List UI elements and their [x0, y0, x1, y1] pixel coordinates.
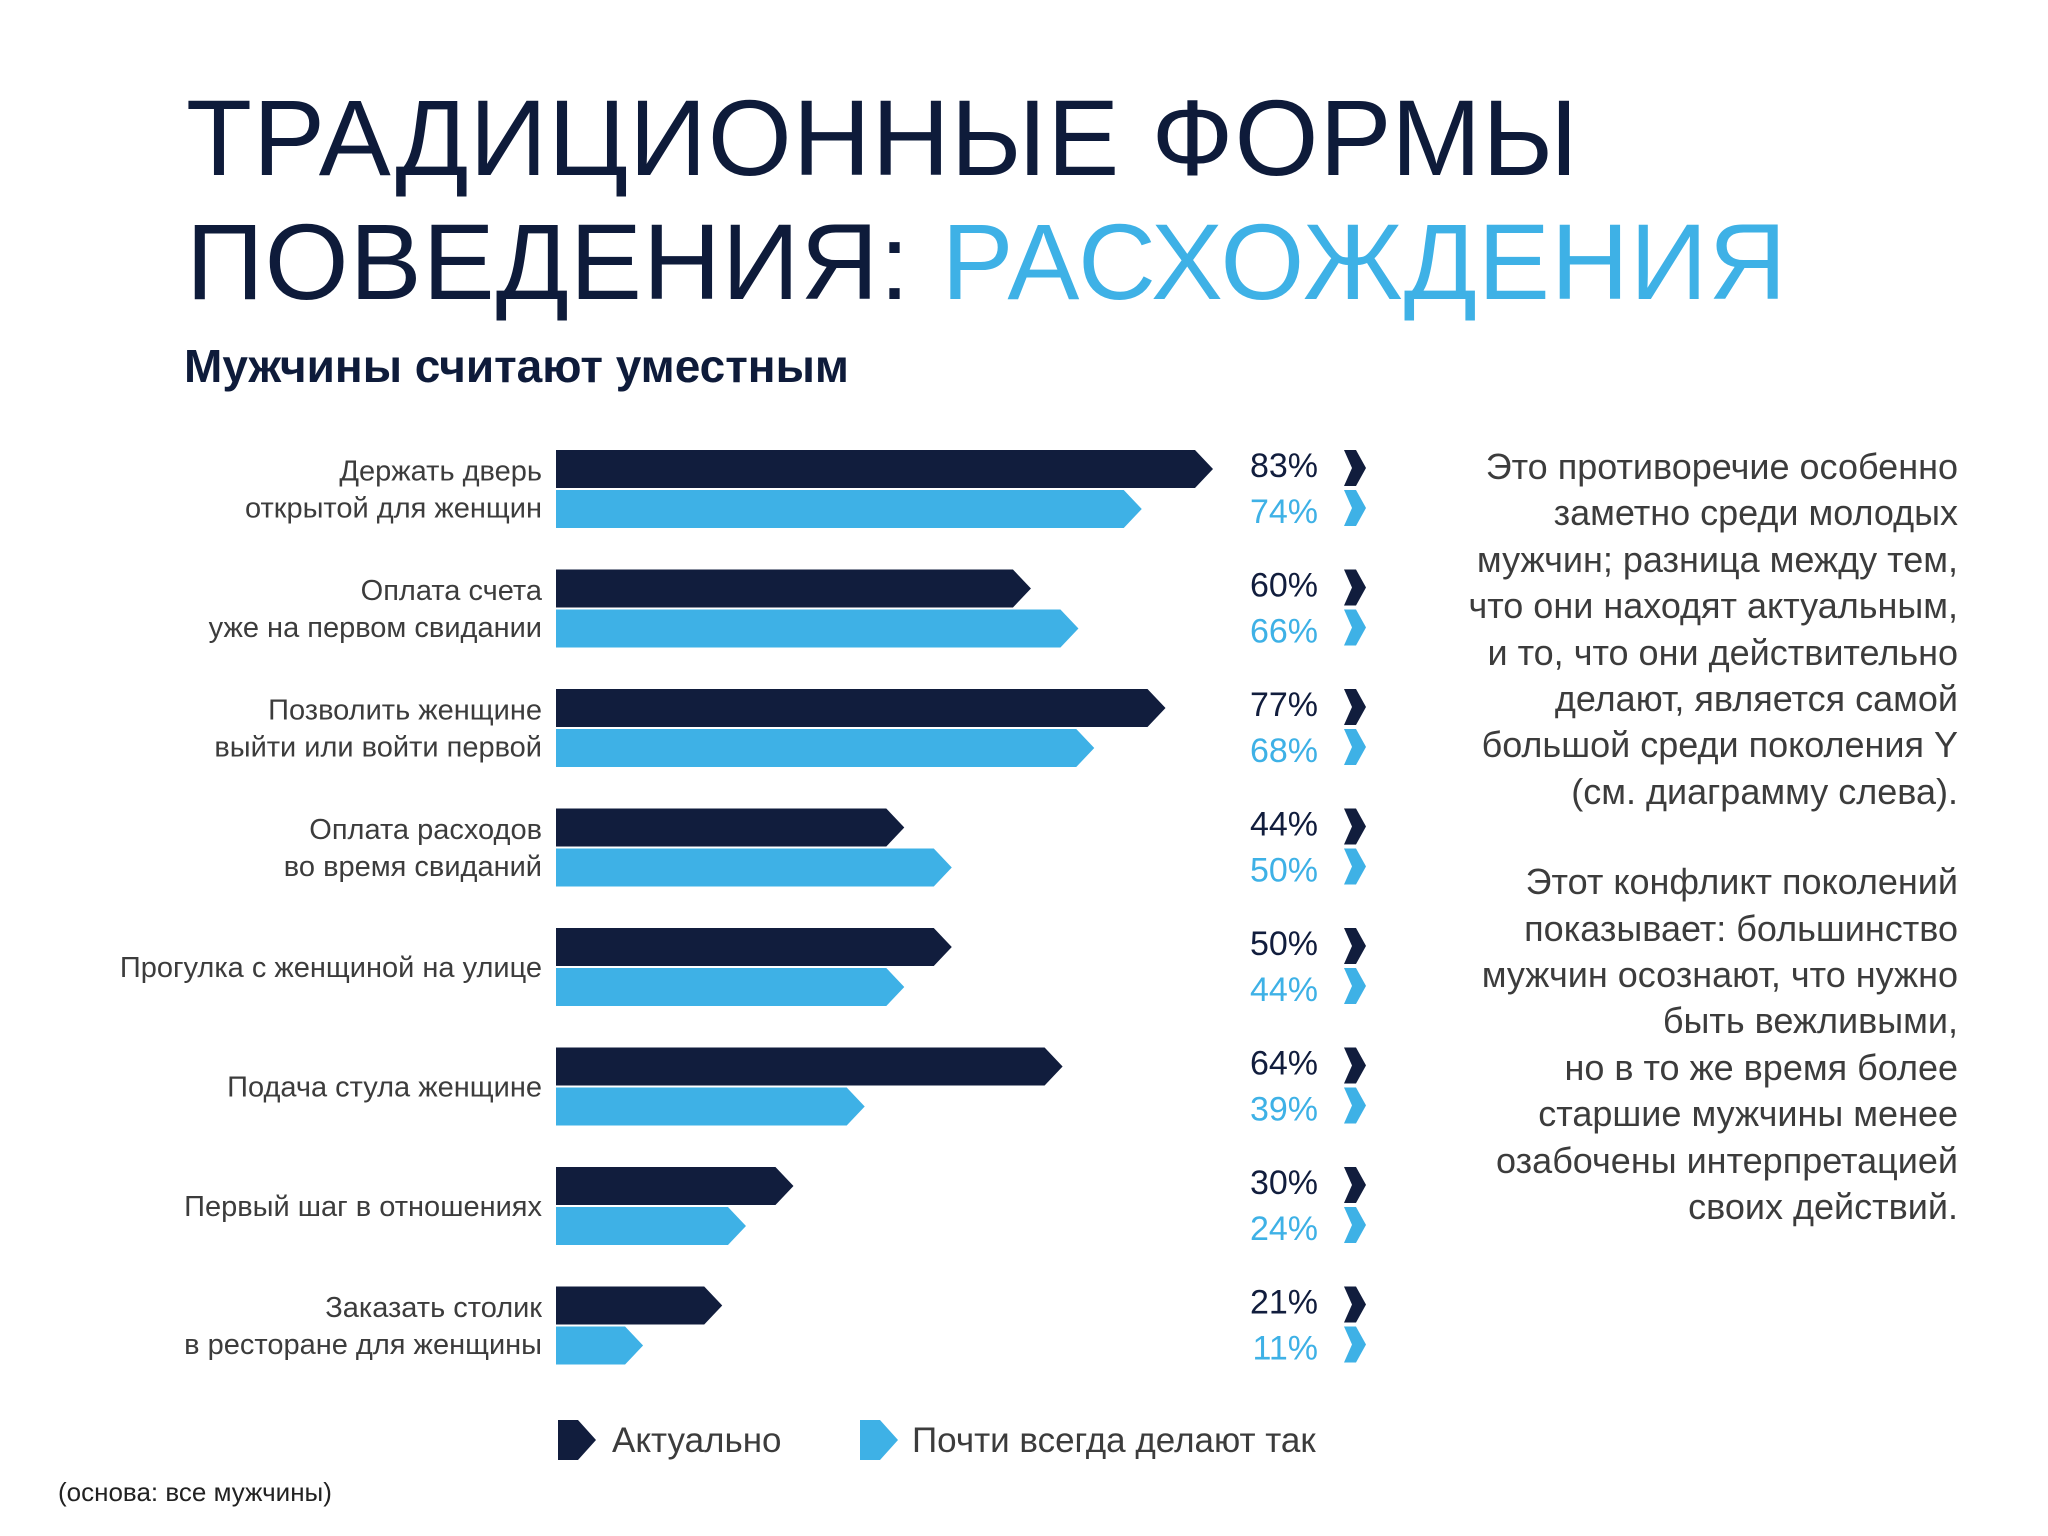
chevron-actual-2: [1344, 689, 1366, 725]
legend-label-do: Почти всегда делают так: [912, 1421, 1316, 1460]
value-label-actual-6: 30%: [1250, 1164, 1318, 1202]
value-label-actual-0: 83%: [1250, 447, 1318, 485]
value-label-actual-5: 64%: [1250, 1045, 1318, 1083]
title-line-1: ТРАДИЦИОННЫЕ ФОРМЫ: [186, 77, 1579, 198]
chevron-do-5: [1344, 1087, 1366, 1124]
value-label-do-3: 50%: [1250, 852, 1318, 890]
chevron-actual-4: [1344, 928, 1366, 964]
value-label-actual-3: 44%: [1250, 806, 1318, 844]
value-label-actual-4: 50%: [1250, 925, 1318, 963]
category-label-1-0: Оплата счета: [361, 575, 543, 607]
bar-do-7: [556, 1326, 644, 1365]
legend-label-actual: Актуально: [612, 1421, 782, 1460]
bar-actual-3: [556, 808, 905, 847]
bar-do-4: [556, 968, 905, 1006]
value-label-do-0: 74%: [1250, 493, 1318, 531]
bar-do-6: [556, 1207, 746, 1245]
chevron-actual-7: [1344, 1286, 1366, 1323]
side-paragraph-2: Этот конфликт поколений показывает: боль…: [1481, 861, 1958, 1228]
legend-marker-actual: [558, 1420, 596, 1460]
category-label-0-0: Держать дверь: [339, 456, 542, 488]
chevron-do-1: [1344, 609, 1366, 646]
chevron-actual-3: [1344, 808, 1366, 845]
title-line-2-accent: РАСХОЖДЕНИЯ: [941, 201, 1788, 322]
chevron-do-2: [1344, 729, 1366, 765]
chevron-actual-6: [1344, 1167, 1366, 1203]
bar-do-3: [556, 848, 952, 887]
category-label-3-1: во время свиданий: [284, 851, 542, 883]
category-label-0-1: открытой для женщин: [245, 493, 542, 525]
bar-do-0: [556, 490, 1142, 528]
value-label-do-6: 24%: [1250, 1210, 1318, 1248]
bar-actual-0: [556, 450, 1213, 488]
bar-actual-1: [556, 569, 1031, 608]
category-label-2-1: выйти или войти первой: [214, 732, 542, 764]
value-label-actual-1: 60%: [1250, 567, 1318, 605]
value-label-do-7: 11%: [1252, 1330, 1318, 1368]
side-paragraph-1: Это противоречие особенно заметно среди …: [1468, 446, 1958, 812]
chevron-do-4: [1344, 968, 1366, 1004]
chevron-do-6: [1344, 1207, 1366, 1243]
bar-do-5: [556, 1087, 865, 1126]
chart-subtitle: Мужчины считают уместным: [184, 340, 849, 392]
value-label-do-4: 44%: [1250, 971, 1318, 1009]
side-commentary: Это противоречие особенно заметно среди …: [1360, 444, 1958, 1275]
value-label-do-2: 68%: [1250, 732, 1318, 770]
category-label-7-1: в ресторане для женщины: [184, 1329, 542, 1361]
chevron-actual-0: [1344, 450, 1366, 486]
page-title: ТРАДИЦИОННЫЕ ФОРМЫ ПОВЕДЕНИЯ: РАСХОЖДЕНИ…: [186, 76, 1788, 324]
bar-actual-2: [556, 689, 1166, 727]
category-label-3-0: Оплата расходов: [309, 814, 542, 846]
bar-actual-7: [556, 1286, 723, 1325]
chevron-actual-5: [1344, 1047, 1366, 1084]
chevron-do-7: [1344, 1326, 1366, 1363]
bar-actual-5: [556, 1047, 1063, 1086]
category-label-4-0: Прогулка с женщиной на улице: [120, 952, 542, 984]
title-line-2-dark: ПОВЕДЕНИЯ:: [186, 201, 942, 322]
chevron-do-0: [1344, 490, 1366, 526]
value-label-do-1: 66%: [1250, 613, 1318, 651]
bar-do-2: [556, 729, 1095, 767]
bar-actual-4: [556, 928, 952, 966]
value-label-do-5: 39%: [1250, 1091, 1318, 1129]
bar-do-1: [556, 609, 1079, 648]
bar-actual-6: [556, 1167, 794, 1205]
chevron-do-3: [1344, 848, 1366, 885]
chevron-actual-1: [1344, 569, 1366, 606]
category-label-5-0: Подача стула женщине: [227, 1072, 542, 1104]
category-label-1-1: уже на первом свидании: [209, 612, 542, 644]
value-label-actual-7: 21%: [1250, 1284, 1318, 1322]
footnote: (основа: все мужчины): [58, 1477, 332, 1507]
legend-marker-do: [860, 1420, 898, 1460]
value-label-actual-2: 77%: [1250, 686, 1318, 724]
category-label-2-0: Позволить женщине: [268, 695, 542, 727]
category-label-6-0: Первый шаг в отношениях: [184, 1191, 542, 1223]
category-label-7-0: Заказать столик: [325, 1292, 542, 1324]
